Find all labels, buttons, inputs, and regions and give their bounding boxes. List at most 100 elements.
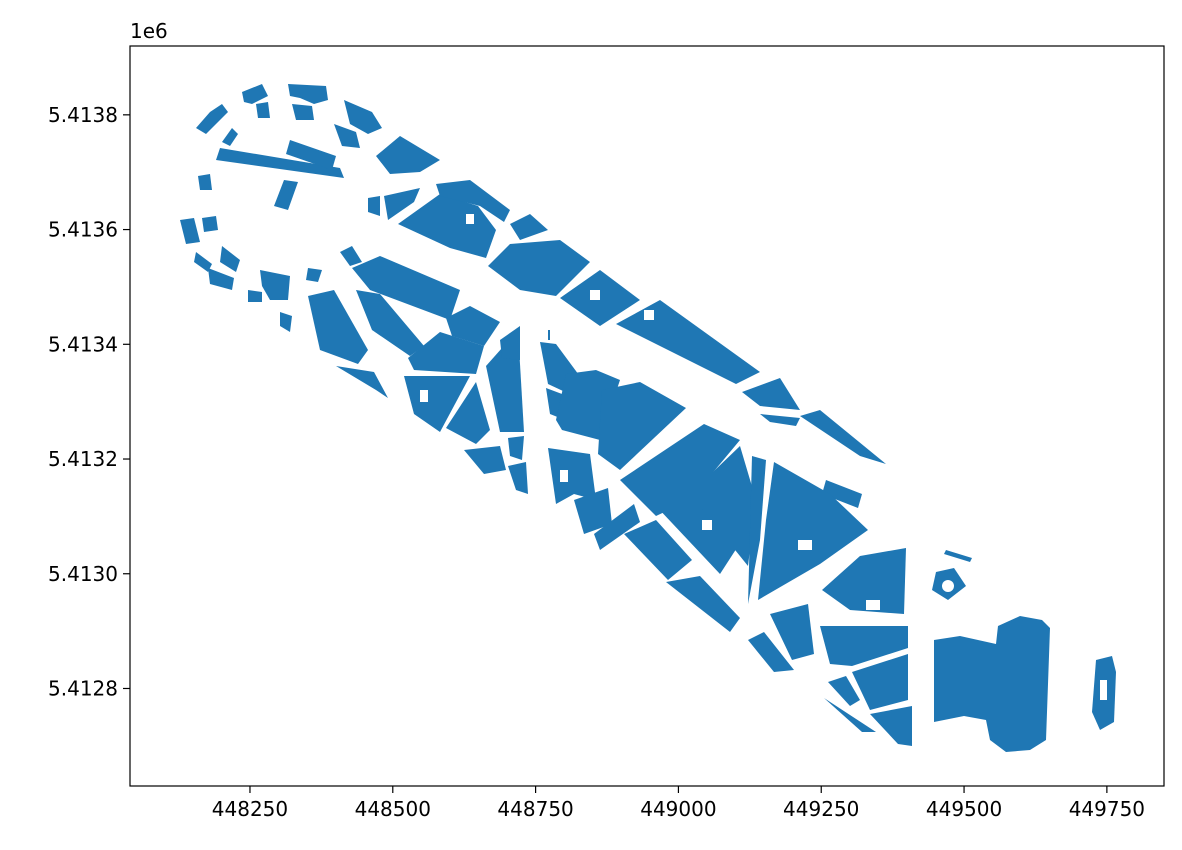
building-block <box>376 136 440 174</box>
building-block <box>620 424 740 516</box>
building-block <box>760 414 800 426</box>
building-footprints <box>180 84 1116 752</box>
y-axis: 5.4128 5.4130 5.4132 5.4134 5.4136 5.4138 <box>48 103 130 700</box>
x-tick-label: 448500 <box>355 797 431 821</box>
building-block <box>398 194 496 258</box>
building-block <box>408 332 484 374</box>
building-block <box>464 446 506 474</box>
x-tick-label: 449000 <box>640 797 716 821</box>
building-block <box>446 382 490 444</box>
building-block <box>344 100 382 134</box>
y-tick-label: 5.4138 <box>48 103 118 127</box>
building-block <box>242 84 268 104</box>
x-axis: 448250 448500 448750 449000 449250 449500 4497… <box>212 786 1145 821</box>
building-block <box>202 216 218 232</box>
building-block <box>220 246 240 272</box>
landmark-building <box>934 616 1050 752</box>
x-tick-label: 448750 <box>497 797 573 821</box>
building-block <box>222 128 238 146</box>
building-block <box>194 252 212 272</box>
building-block <box>248 290 262 302</box>
building-block <box>742 378 800 410</box>
x-tick-label: 448250 <box>212 797 288 821</box>
building-block <box>198 174 212 190</box>
building-block <box>548 330 550 340</box>
building-block <box>944 550 972 562</box>
y-tick-label: 5.4134 <box>48 332 118 356</box>
courtyard <box>420 390 428 402</box>
x-tick-label: 449500 <box>926 797 1002 821</box>
building-block <box>260 270 290 300</box>
building-block <box>574 488 612 534</box>
axes-frame <box>129 45 1165 787</box>
building-block <box>624 520 692 580</box>
building-block <box>594 504 640 550</box>
courtyard <box>798 540 812 550</box>
building-block <box>510 214 548 240</box>
courtyard <box>644 310 654 320</box>
building-block <box>508 436 524 460</box>
building-block <box>208 268 234 290</box>
courtyard <box>702 520 712 530</box>
y-tick-label: 5.4130 <box>48 562 118 586</box>
south-wedge-buildings <box>540 342 972 746</box>
y-tick-label: 5.4136 <box>48 218 118 242</box>
building-block <box>368 196 380 216</box>
building-block <box>334 124 360 148</box>
building-block <box>216 148 344 178</box>
building-block <box>446 306 500 346</box>
building-block <box>758 462 868 600</box>
courtyard <box>1100 680 1107 700</box>
building-block <box>800 410 886 464</box>
building-block <box>436 180 510 222</box>
building-block <box>500 326 520 360</box>
building-block <box>822 480 862 508</box>
building-block <box>384 188 420 220</box>
building-block <box>256 102 270 118</box>
building-block <box>340 246 362 266</box>
building-block <box>852 654 908 710</box>
building-block <box>656 484 742 574</box>
building-block <box>292 104 314 120</box>
building-block <box>870 706 912 746</box>
building-block <box>824 698 876 732</box>
building-block <box>546 388 562 418</box>
building-block <box>306 268 322 282</box>
courtyard <box>590 290 600 300</box>
building-block <box>336 366 388 398</box>
courtyard <box>866 600 880 610</box>
building-block <box>828 676 860 706</box>
building-block <box>196 104 228 134</box>
central-wedge-buildings <box>308 246 528 494</box>
building-block <box>748 456 766 604</box>
building-block <box>308 290 368 364</box>
building-block <box>356 290 424 356</box>
building-block <box>288 84 328 104</box>
building-block <box>274 180 298 210</box>
building-block <box>180 218 200 244</box>
courtyards <box>420 214 1107 700</box>
x-tick-label: 449250 <box>783 797 859 821</box>
building-block <box>690 446 756 566</box>
x-tick-label: 449750 <box>1069 797 1145 821</box>
y-tick-label: 5.4132 <box>48 447 118 471</box>
building-block <box>820 626 908 666</box>
building-block <box>666 576 740 632</box>
building-block <box>352 256 460 320</box>
place-buildings <box>180 84 382 332</box>
building-block <box>770 604 814 660</box>
building-block <box>286 140 336 170</box>
courtyard <box>942 580 954 592</box>
building-block <box>616 300 760 384</box>
building-block <box>598 382 686 470</box>
y-tick-label: 5.4128 <box>48 676 118 700</box>
courtyard <box>466 214 474 224</box>
building-block <box>488 240 590 296</box>
building-block <box>280 312 292 332</box>
y-offset-label: 1e6 <box>130 19 168 43</box>
courtyard <box>560 470 568 482</box>
building-block <box>748 632 794 672</box>
building-block <box>548 448 596 504</box>
building-block <box>508 462 528 494</box>
